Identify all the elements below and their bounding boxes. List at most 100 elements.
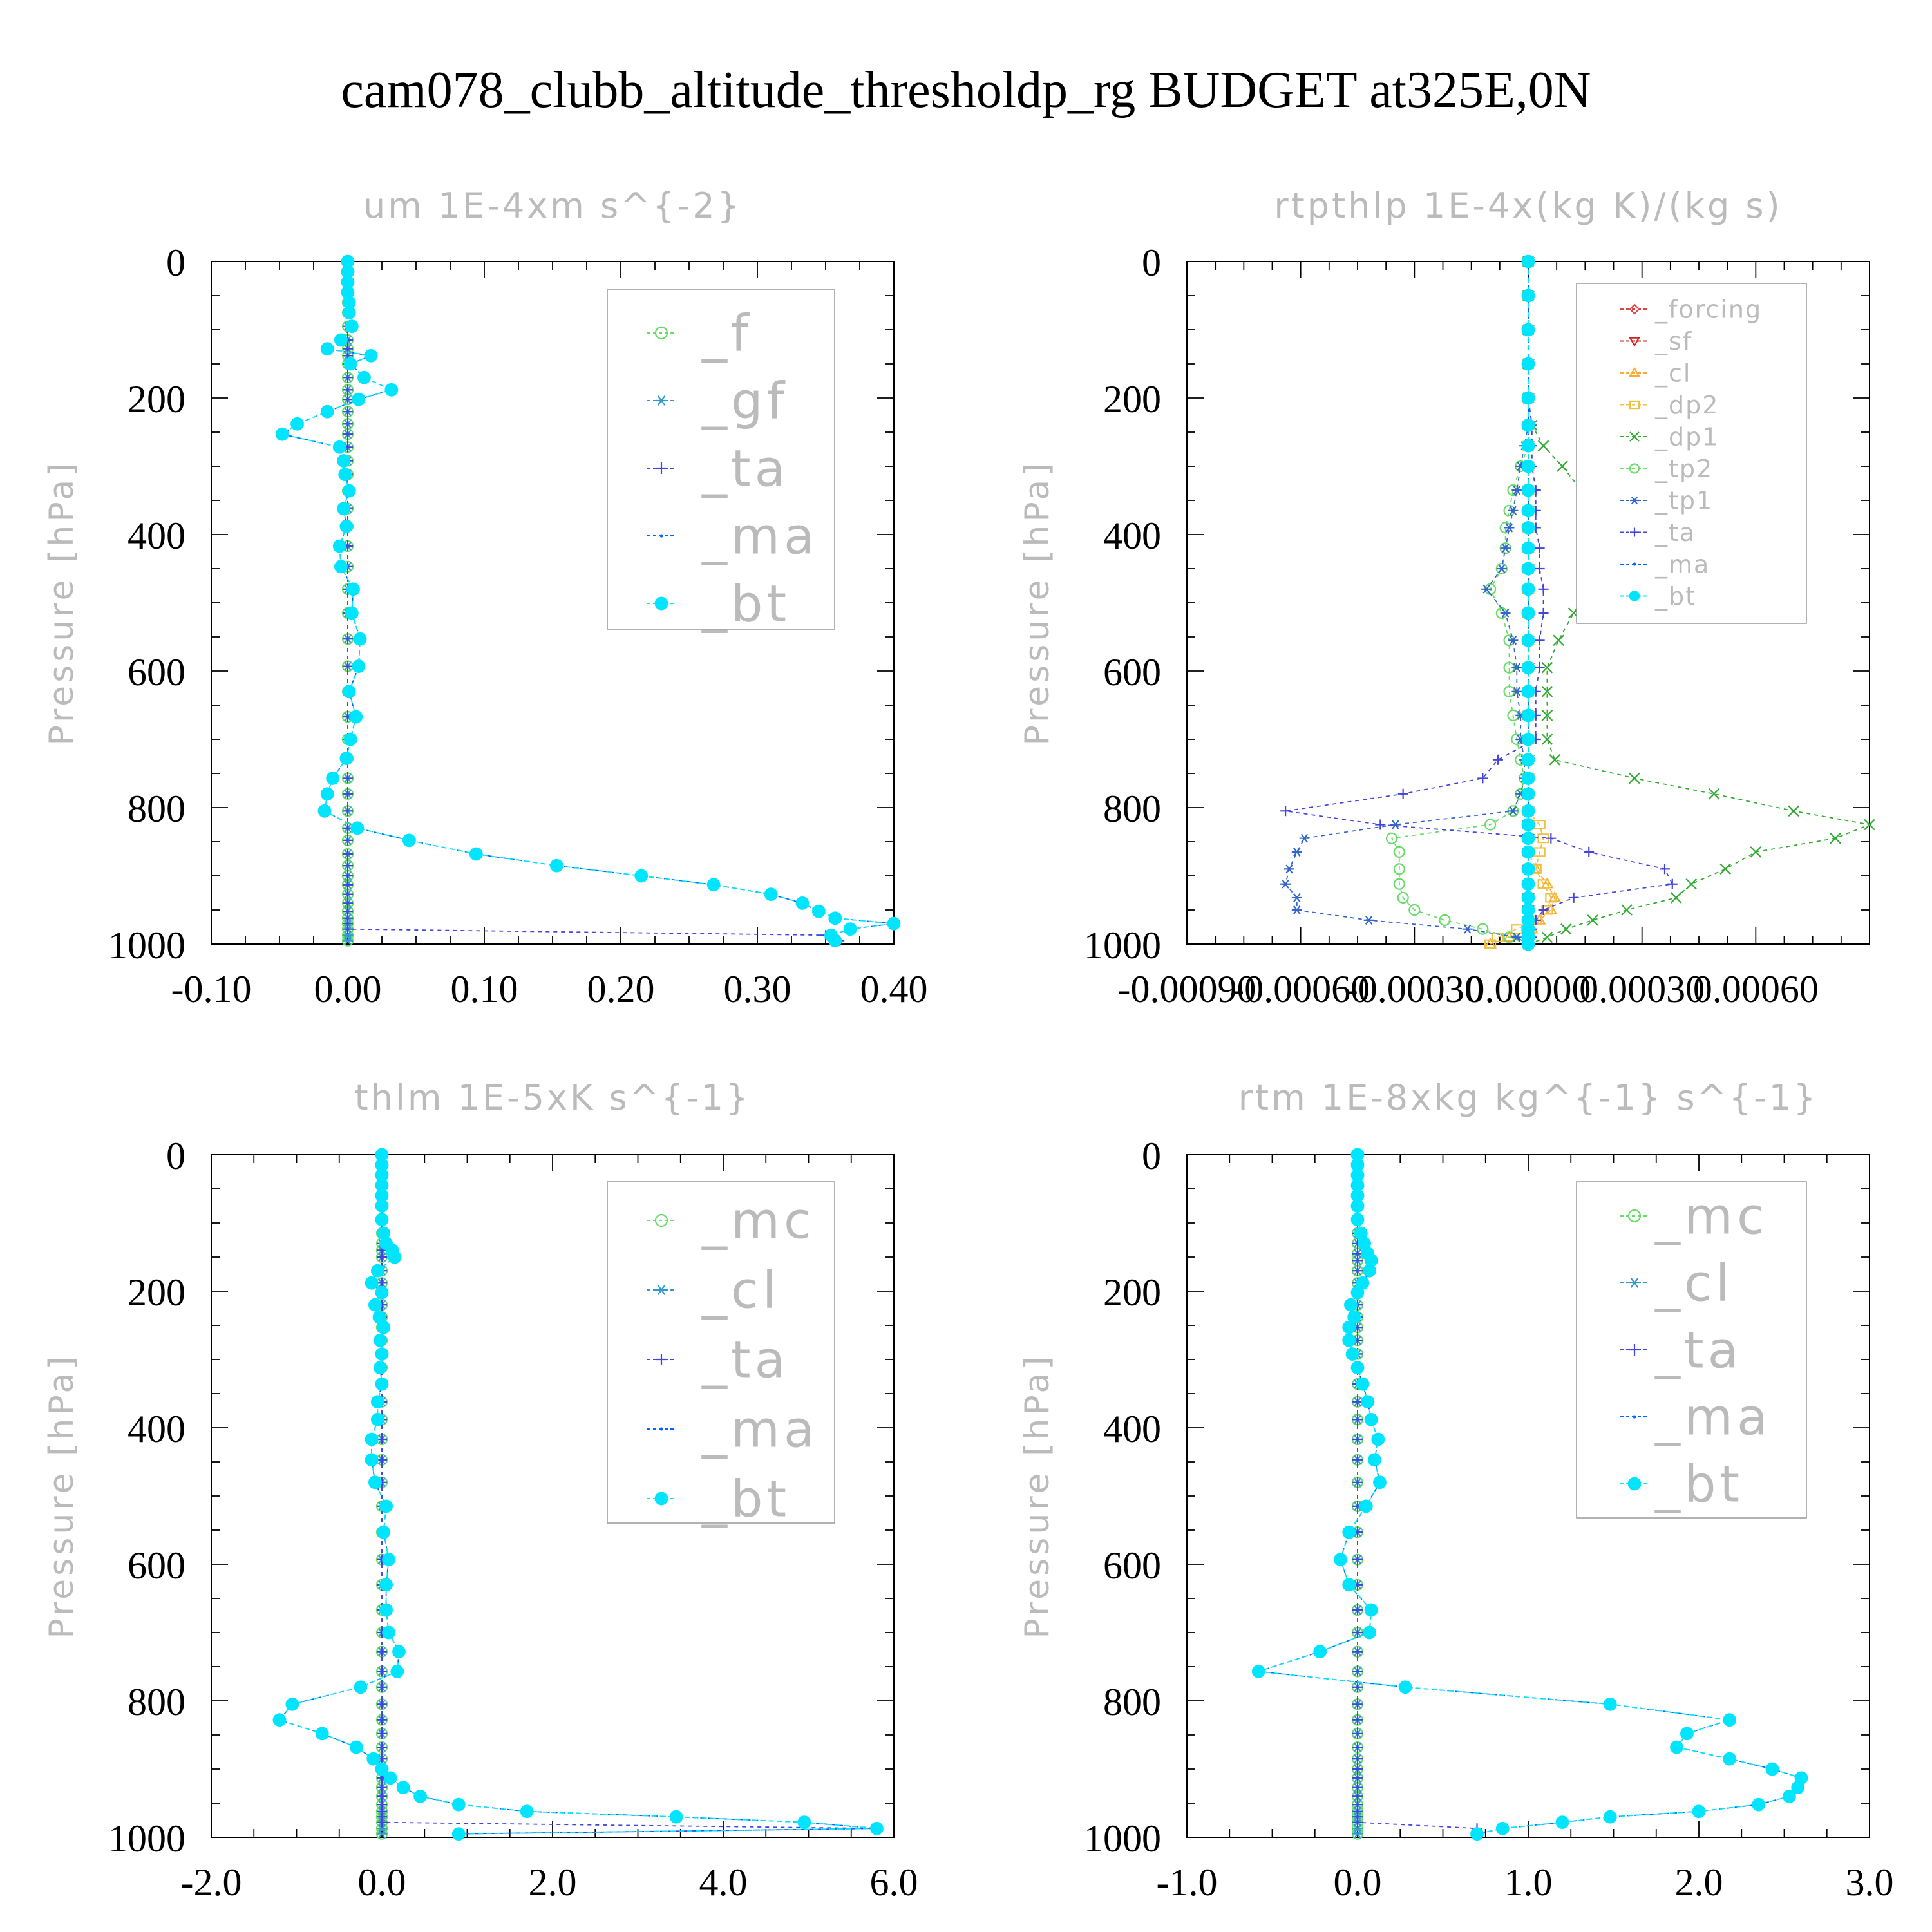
data-point (1363, 1625, 1376, 1640)
data-point (1541, 734, 1553, 745)
legend-entry: _cl (647, 1262, 777, 1320)
data-point (377, 1817, 387, 1828)
legend-entry: _forcing (1620, 295, 1761, 323)
panel-2: rtpthlp 1E-4x(kg K)/(kg s) Pressure [hPa]… (1018, 185, 1875, 1010)
legend-marker (1630, 527, 1639, 537)
data-point (1352, 1396, 1363, 1407)
data-point (1541, 931, 1553, 943)
legend-label: _dp2 (1654, 391, 1719, 419)
data-point (1521, 562, 1535, 576)
data-point (1560, 923, 1572, 935)
data-point (343, 634, 353, 645)
panel-1: um 1E-4xm s^{-2} Pressure [hPa] 0 200 400 600… (43, 185, 928, 1010)
data-point (1385, 832, 1398, 844)
data-point (377, 1728, 387, 1739)
data-point (1521, 633, 1535, 647)
series-group (1280, 254, 1875, 951)
series-line (1285, 261, 1674, 945)
data-point (343, 406, 353, 417)
data-point (1352, 1666, 1363, 1677)
series-line (281, 261, 895, 942)
x-tick-label: -0.00030 (1345, 968, 1484, 1010)
data-point (402, 833, 416, 848)
legend-box (607, 1181, 835, 1524)
data-point (352, 392, 366, 406)
legend-label: _f (701, 305, 752, 363)
data-point (1521, 772, 1535, 785)
data-point (1555, 1815, 1569, 1830)
data-point (1439, 914, 1451, 927)
legend-entry: _bt (1620, 1455, 1743, 1513)
data-point (1511, 486, 1522, 495)
series-bt (1251, 1148, 1808, 1841)
data-point (1521, 582, 1535, 596)
data-point (377, 1646, 387, 1657)
y-tick-label: 200 (128, 1271, 185, 1314)
data-point (1251, 1665, 1265, 1678)
legend-entry: _gf (647, 372, 784, 430)
data-point (354, 1680, 368, 1694)
data-point (345, 606, 359, 620)
data-point (1667, 878, 1678, 889)
data-point (1462, 924, 1473, 934)
y-tick-label: 400 (1103, 1408, 1161, 1450)
x-ticks: -0.10 0.00 0.10 0.20 0.30 0.40 (171, 261, 928, 1010)
legend-entry: _sf (1620, 327, 1691, 355)
data-point (1521, 753, 1535, 767)
legend-entry: _ta (647, 440, 789, 498)
series-group (1251, 1148, 1808, 1841)
y-ticks: 0 200 400 600 800 1000 (1084, 1135, 1870, 1860)
legend-entry: _bt (647, 1470, 786, 1528)
data-point (1393, 863, 1405, 875)
legend-label: _ta (701, 440, 789, 498)
legend-marker (1629, 591, 1640, 601)
y-tick-label: 1000 (108, 1817, 185, 1860)
data-point (343, 936, 353, 945)
data-point (349, 1740, 363, 1754)
data-point (343, 773, 353, 784)
data-point (338, 468, 352, 482)
data-point (370, 1264, 384, 1278)
data-point (1521, 862, 1535, 876)
data-point (1549, 754, 1560, 766)
data-point (364, 348, 378, 363)
legend-entry: _f (647, 305, 752, 363)
y-axis-label: Pressure [hPa] (1018, 460, 1057, 746)
data-point (343, 849, 353, 860)
legend-label: _ta (1654, 1321, 1742, 1379)
data-point (1521, 606, 1535, 620)
data-point (1521, 937, 1535, 951)
data-point (1334, 1553, 1347, 1566)
legend-entry: _ta (647, 1331, 785, 1389)
data-point (346, 582, 360, 596)
data-point (343, 394, 353, 405)
data-point (315, 1727, 329, 1741)
legend-entry: _bt (1620, 582, 1695, 611)
data-point (370, 1395, 384, 1409)
data-point (1363, 1264, 1376, 1278)
data-point (1344, 1298, 1358, 1312)
legend-marker (654, 326, 668, 340)
data-point (1719, 863, 1731, 875)
y-tick-label: 600 (1103, 1544, 1161, 1587)
x-ticks: -2.0 0.0 2.0 4.0 6.0 (181, 1155, 918, 1904)
legend-entry: _dp2 (1620, 391, 1719, 419)
data-point (377, 1320, 391, 1334)
legend-entry: _ta (1620, 1321, 1742, 1379)
data-point (1352, 1754, 1363, 1765)
data-point (379, 1578, 393, 1592)
series-bt (275, 254, 901, 948)
x-tick-label: 3.0 (1846, 1861, 1894, 1904)
data-point (1390, 820, 1401, 829)
data-point (343, 860, 353, 871)
data-point (764, 887, 778, 902)
data-point (828, 934, 842, 948)
legend-label: _bt (1654, 1455, 1743, 1513)
data-point (375, 1213, 389, 1227)
data-point (1546, 833, 1557, 844)
data-point (634, 869, 649, 883)
data-point (1352, 1764, 1363, 1774)
legend-marker (1630, 496, 1639, 505)
data-point (1511, 663, 1522, 672)
legend-label: _ma (1654, 1388, 1772, 1446)
